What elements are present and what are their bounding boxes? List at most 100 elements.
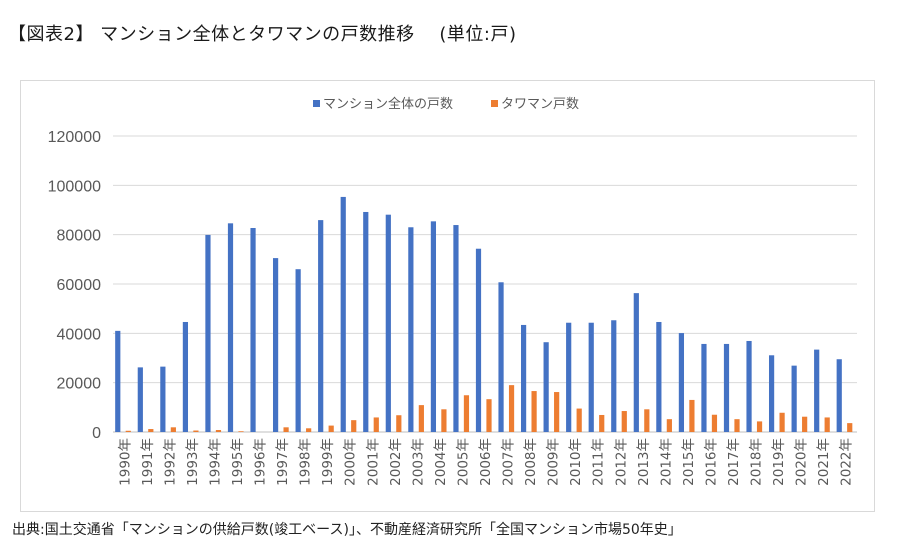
x-tick-label: 2013年: [636, 438, 652, 486]
bar-tower: [689, 399, 695, 432]
x-tick-label: 2010年: [568, 438, 584, 486]
bar-tower: [306, 428, 312, 432]
bar-tower: [125, 430, 131, 432]
legend-label: マンション全体の戸数: [323, 96, 453, 112]
x-tick-label: 2000年: [343, 438, 359, 486]
bar-tower: [756, 421, 763, 432]
bar-tower: [734, 419, 740, 432]
x-tick-label: 1991年: [140, 438, 156, 486]
x-tick-label: 2012年: [613, 438, 629, 486]
bar-tower: [554, 392, 560, 432]
x-tick-label: 2006年: [478, 438, 494, 486]
legend-swatch: [313, 100, 320, 107]
bar-total: [115, 330, 121, 432]
bar-total: [656, 321, 662, 432]
x-tick-label: 2009年: [546, 438, 562, 486]
bar-tower: [802, 416, 808, 432]
x-tick-label: 2022年: [839, 438, 855, 486]
bar-total: [408, 227, 414, 432]
bar-total: [633, 293, 639, 432]
x-tick-label: 1999年: [320, 438, 336, 486]
bar-tower: [666, 419, 672, 432]
x-tick-label: 2005年: [455, 438, 471, 486]
bar-tower: [644, 409, 650, 432]
x-tick-label: 2007年: [501, 438, 517, 486]
bar-tower: [711, 414, 718, 432]
bar-tower: [599, 414, 605, 432]
bar-tower: [576, 408, 582, 432]
y-tick-label: 0: [92, 425, 101, 442]
x-tick-label: 2001年: [365, 438, 381, 486]
x-tick-label: 2021年: [816, 438, 832, 486]
bar-total: [678, 333, 685, 432]
x-tick-label: 2015年: [681, 438, 697, 486]
x-tick-label: 1992年: [162, 438, 178, 486]
bar-chart: 0 20000 40000 60000 80000 100000 120000 1990年 19…: [48, 96, 857, 486]
bar-tower: [170, 427, 176, 432]
bar-tower: [847, 423, 853, 432]
x-tick-label: 2018年: [749, 438, 765, 486]
bar-total: [205, 234, 211, 432]
bar-total: [566, 322, 572, 432]
bar-total: [227, 223, 234, 432]
bar-tower: [486, 399, 492, 432]
bar-total: [791, 365, 797, 432]
x-tick-label: 1998年: [298, 438, 314, 486]
x-tick-label: 2014年: [658, 438, 674, 486]
bar-total: [385, 214, 391, 432]
x-tick-label: 2011年: [591, 438, 607, 486]
bar-total: [475, 248, 482, 432]
bar-tower: [531, 391, 537, 432]
x-tick-label: 2017年: [726, 438, 742, 486]
bar-tower: [621, 411, 627, 432]
x-tick-label: 1994年: [207, 438, 223, 486]
x-tick-label: 2008年: [523, 438, 539, 486]
legend-label: タワマン戸数: [501, 97, 579, 112]
chart-title: 【図表2】 マンション全体とタワマンの戸数推移 (単位:戸): [8, 24, 517, 45]
chart-area: 0 20000 40000 60000 80000 100000 120000 1990年 19…: [20, 80, 875, 512]
x-tick-label: 1990年: [117, 438, 133, 486]
y-tick-label: 120000: [48, 129, 101, 146]
y-tick-label: 60000: [57, 277, 102, 294]
bar-total: [723, 343, 730, 432]
bar-tower: [508, 385, 515, 432]
bar-tower: [193, 430, 199, 432]
bar-total: [588, 322, 594, 432]
bar-total: [701, 343, 707, 432]
bar-total: [814, 349, 820, 432]
bar-total: [182, 321, 189, 432]
bar-tower: [328, 425, 334, 432]
y-tick-label: 100000: [48, 178, 101, 195]
bar-total: [836, 359, 842, 432]
bar-total: [543, 342, 549, 432]
bar-total: [318, 220, 324, 432]
bar-total: [272, 258, 279, 432]
bar-total: [520, 324, 527, 432]
bar-tower: [148, 429, 154, 432]
x-tick-label: 1996年: [253, 438, 269, 486]
bar-tower: [463, 395, 470, 432]
x-tick-label: 2002年: [388, 438, 404, 486]
bar-total: [453, 225, 459, 432]
bar-tower: [351, 420, 357, 432]
x-tick-label: 2016年: [703, 438, 719, 486]
x-tick-label: 1997年: [275, 438, 291, 486]
bar-tower: [373, 417, 379, 432]
bar-total: [768, 355, 775, 432]
bar-total: [340, 196, 346, 432]
bar-total: [746, 340, 752, 432]
x-tick-label: 1995年: [230, 438, 246, 486]
y-tick-label: 40000: [57, 326, 102, 343]
bar-tower: [441, 409, 447, 432]
bar-total: [430, 221, 437, 432]
bar-tower: [418, 405, 424, 432]
bar-tower: [238, 431, 244, 432]
x-tick-label: 2019年: [771, 438, 787, 486]
x-tick-label: 2020年: [794, 438, 810, 486]
legend-swatch: [491, 100, 498, 107]
bar-total: [498, 282, 504, 432]
bar-total: [160, 366, 166, 432]
x-tick-label: 1993年: [185, 438, 201, 486]
bar-total: [611, 320, 617, 432]
y-tick-label: 20000: [57, 376, 102, 393]
